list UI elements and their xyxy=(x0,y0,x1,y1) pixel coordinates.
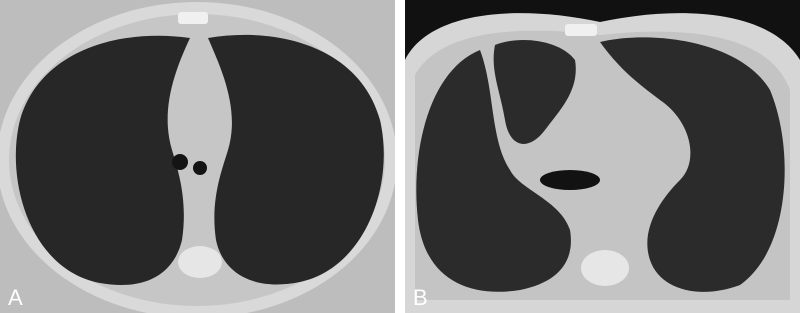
vertebra xyxy=(581,250,629,286)
right-lung xyxy=(15,35,190,286)
left-lung xyxy=(208,34,384,285)
vertebra xyxy=(178,246,222,278)
panel-label: A xyxy=(8,285,23,310)
bronchus xyxy=(193,161,207,175)
panel-label: B xyxy=(413,285,428,310)
bronchus xyxy=(172,154,188,170)
right-upper-lobe xyxy=(493,40,576,144)
ct-panel-b: B xyxy=(405,0,800,313)
sternum xyxy=(178,12,208,24)
ct-panel-a: A xyxy=(0,0,395,313)
left-lung xyxy=(600,37,785,292)
sternum xyxy=(565,24,597,36)
right-lung xyxy=(416,50,571,292)
bronchus xyxy=(540,170,600,190)
